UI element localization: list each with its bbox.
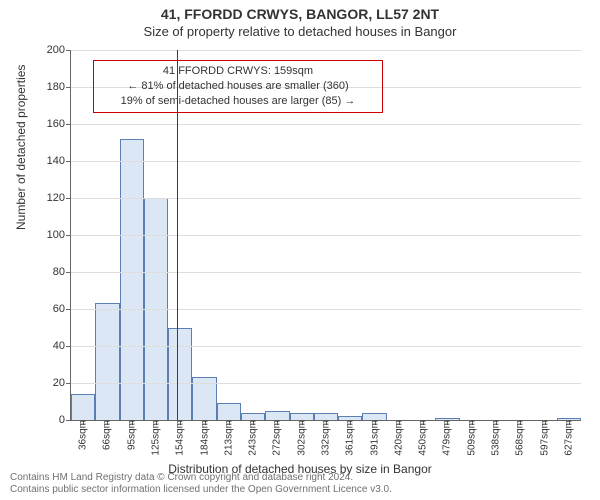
xtick-label: 479sqm bbox=[442, 420, 453, 456]
xtick-label: 361sqm bbox=[345, 420, 356, 456]
xtick-label: 95sqm bbox=[126, 420, 137, 450]
ytick-label: 140 bbox=[47, 155, 71, 167]
xtick-label: 509sqm bbox=[466, 420, 477, 456]
footer-line-2: Contains public sector information licen… bbox=[10, 484, 392, 496]
xtick-label: 302sqm bbox=[296, 420, 307, 456]
xtick-label: 243sqm bbox=[248, 420, 259, 456]
xtick-label: 450sqm bbox=[418, 420, 429, 456]
histogram-bar bbox=[241, 413, 265, 420]
histogram-bar bbox=[71, 394, 95, 420]
histogram-bar bbox=[168, 328, 192, 421]
xtick-label: 568sqm bbox=[515, 420, 526, 456]
ytick-label: 40 bbox=[53, 340, 71, 352]
annotation-line: 41 FFORDD CRWYS: 159sqm bbox=[102, 64, 374, 79]
xtick-label: 184sqm bbox=[199, 420, 210, 456]
histogram-bar bbox=[95, 303, 119, 420]
chart-title-main: 41, FFORDD CRWYS, BANGOR, LL57 2NT bbox=[0, 6, 600, 22]
grid-line bbox=[71, 272, 581, 273]
xtick-label: 391sqm bbox=[369, 420, 380, 456]
xtick-label: 627sqm bbox=[563, 420, 574, 456]
histogram-bar bbox=[362, 413, 386, 420]
ytick-label: 60 bbox=[53, 303, 71, 315]
xtick-label: 538sqm bbox=[491, 420, 502, 456]
chart-title-sub: Size of property relative to detached ho… bbox=[0, 24, 600, 39]
ytick-label: 200 bbox=[47, 44, 71, 56]
histogram-bar bbox=[217, 403, 241, 420]
y-axis-label: Number of detached properties bbox=[14, 65, 28, 230]
xtick-label: 597sqm bbox=[539, 420, 550, 456]
ytick-label: 80 bbox=[53, 266, 71, 278]
footer-line-1: Contains HM Land Registry data © Crown c… bbox=[10, 472, 392, 484]
ytick-label: 180 bbox=[47, 81, 71, 93]
xtick-label: 66sqm bbox=[102, 420, 113, 450]
histogram-bar bbox=[290, 413, 314, 420]
grid-line bbox=[71, 198, 581, 199]
histogram-bar bbox=[120, 139, 144, 420]
ytick-label: 100 bbox=[47, 229, 71, 241]
grid-line bbox=[71, 161, 581, 162]
xtick-label: 272sqm bbox=[272, 420, 283, 456]
annotation-line: ← 81% of detached houses are smaller (36… bbox=[102, 79, 374, 94]
histogram-bar bbox=[314, 413, 338, 420]
annotation-box: 41 FFORDD CRWYS: 159sqm← 81% of detached… bbox=[93, 60, 383, 113]
xtick-label: 125sqm bbox=[151, 420, 162, 456]
xtick-label: 332sqm bbox=[321, 420, 332, 456]
grid-line bbox=[71, 346, 581, 347]
annotation-line: 19% of semi-detached houses are larger (… bbox=[102, 94, 374, 109]
histogram-bar bbox=[265, 411, 289, 420]
grid-line bbox=[71, 124, 581, 125]
grid-line bbox=[71, 50, 581, 51]
ytick-label: 0 bbox=[59, 414, 71, 426]
footer-attribution: Contains HM Land Registry data © Crown c… bbox=[10, 472, 392, 496]
ytick-label: 160 bbox=[47, 118, 71, 130]
grid-line bbox=[71, 309, 581, 310]
xtick-label: 154sqm bbox=[175, 420, 186, 456]
grid-line bbox=[71, 235, 581, 236]
ytick-label: 20 bbox=[53, 377, 71, 389]
grid-line bbox=[71, 383, 581, 384]
xtick-label: 36sqm bbox=[78, 420, 89, 450]
ytick-label: 120 bbox=[47, 192, 71, 204]
chart-plot-area: 020406080100120140160180200 36sqm66sqm95… bbox=[70, 50, 581, 421]
xtick-label: 213sqm bbox=[223, 420, 234, 456]
xtick-label: 420sqm bbox=[393, 420, 404, 456]
